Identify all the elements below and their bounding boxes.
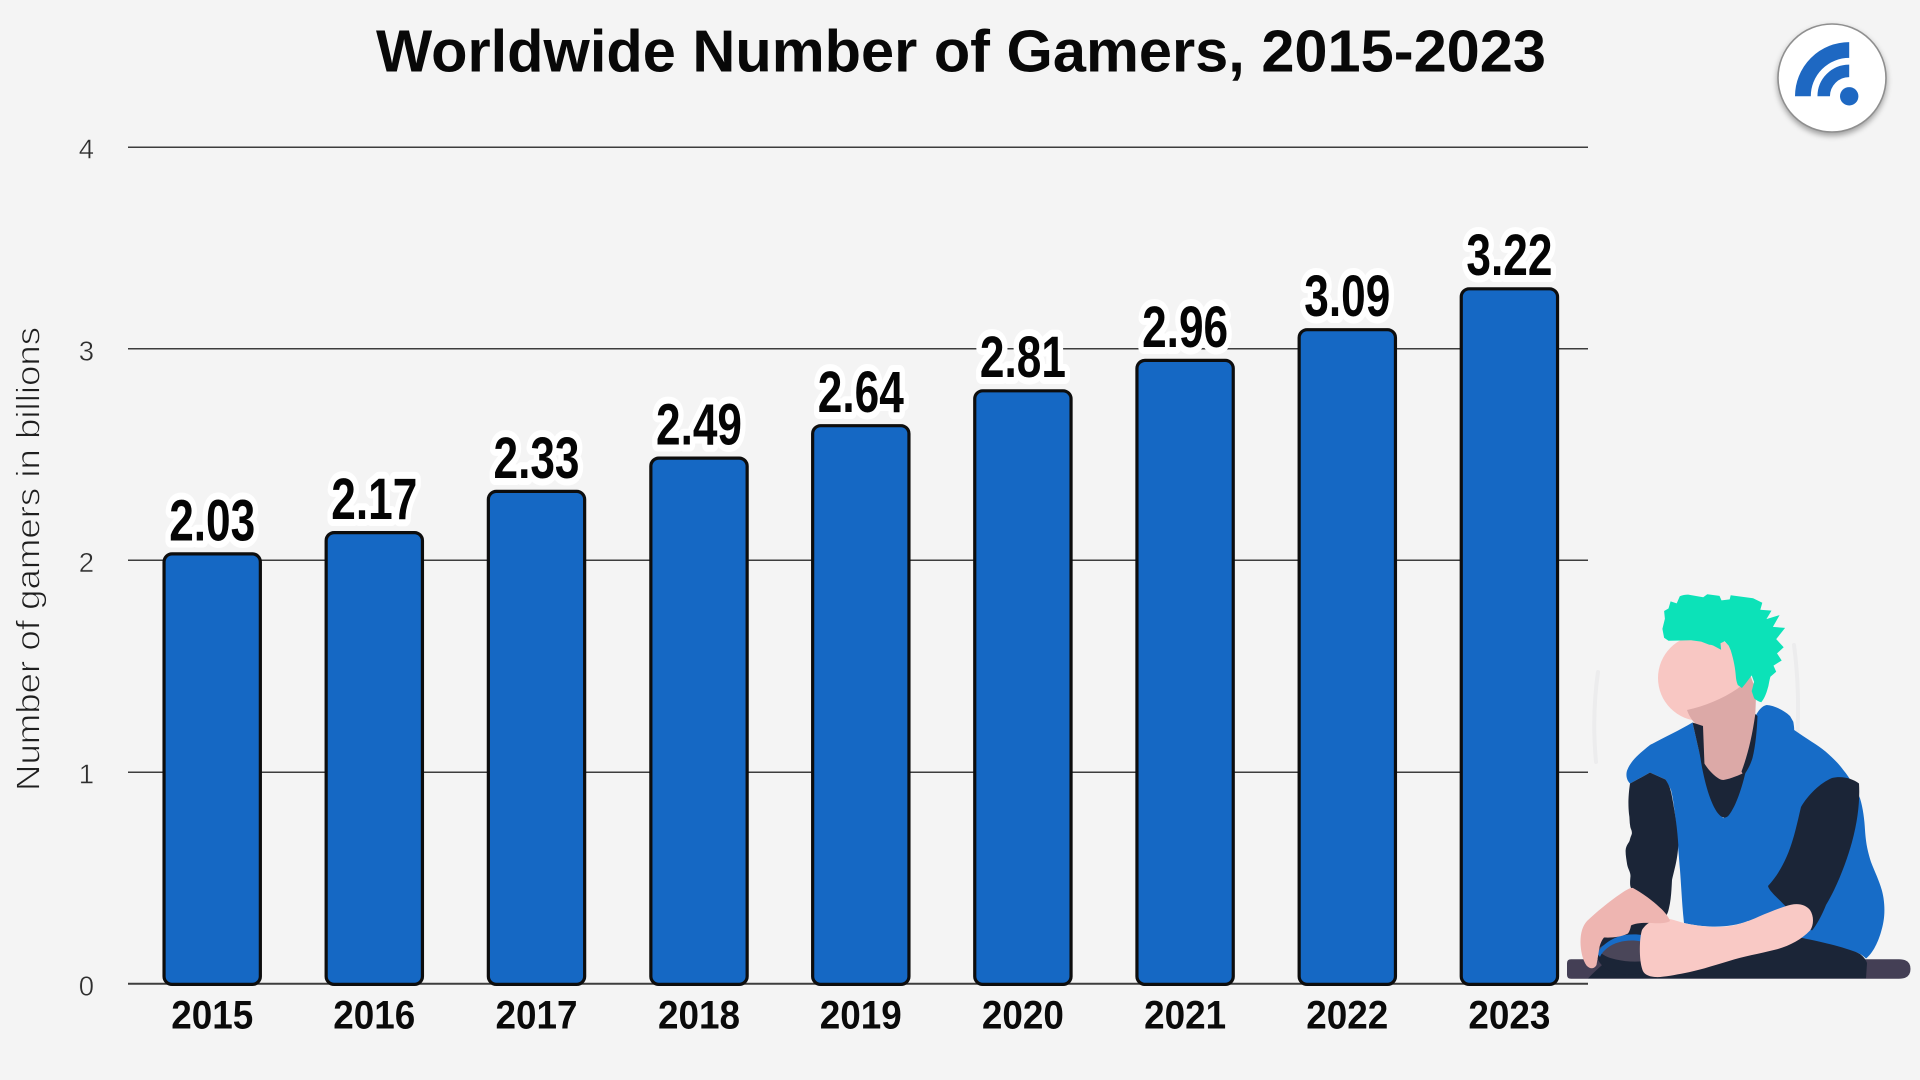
svg-text:2.49: 2.49 [656,393,742,458]
svg-text:2.03: 2.03 [169,488,255,553]
svg-text:0: 0 [79,970,94,1001]
svg-text:2.64: 2.64 [818,360,904,425]
svg-text:3: 3 [79,335,94,366]
svg-text:2.17: 2.17 [331,467,417,532]
svg-text:2021: 2021 [1144,994,1226,1038]
svg-text:Worldwide Number of Gamers, 20: Worldwide Number of Gamers, 2015-2023 [376,19,1546,85]
svg-text:4: 4 [79,134,94,165]
svg-text:2.81: 2.81 [980,325,1066,390]
svg-text:2.96: 2.96 [1142,295,1228,360]
svg-text:3.09: 3.09 [1304,264,1390,329]
svg-text:2023: 2023 [1468,994,1550,1038]
svg-text:2.96: 2.96 [1142,295,1228,360]
svg-text:2.33: 2.33 [494,426,580,491]
svg-text:2: 2 [79,547,94,578]
svg-text:2015: 2015 [171,994,253,1038]
svg-text:2019: 2019 [820,994,902,1038]
svg-text:3.22: 3.22 [1466,223,1552,288]
svg-text:2.33: 2.33 [494,426,580,491]
svg-text:2017: 2017 [496,994,578,1038]
svg-text:2.64: 2.64 [818,360,904,425]
svg-text:2.49: 2.49 [656,393,742,458]
svg-text:Number of gamers in billions: Number of gamers in billions [10,327,47,791]
svg-text:3.22: 3.22 [1466,223,1552,288]
svg-text:2022: 2022 [1306,994,1388,1038]
svg-text:2016: 2016 [333,994,415,1038]
svg-text:1: 1 [79,759,94,790]
svg-text:2018: 2018 [658,994,740,1038]
svg-text:2.17: 2.17 [331,467,417,532]
svg-text:2.81: 2.81 [980,325,1066,390]
svg-text:3.09: 3.09 [1304,264,1390,329]
svg-text:2.03: 2.03 [169,488,255,553]
svg-text:2020: 2020 [982,994,1064,1038]
